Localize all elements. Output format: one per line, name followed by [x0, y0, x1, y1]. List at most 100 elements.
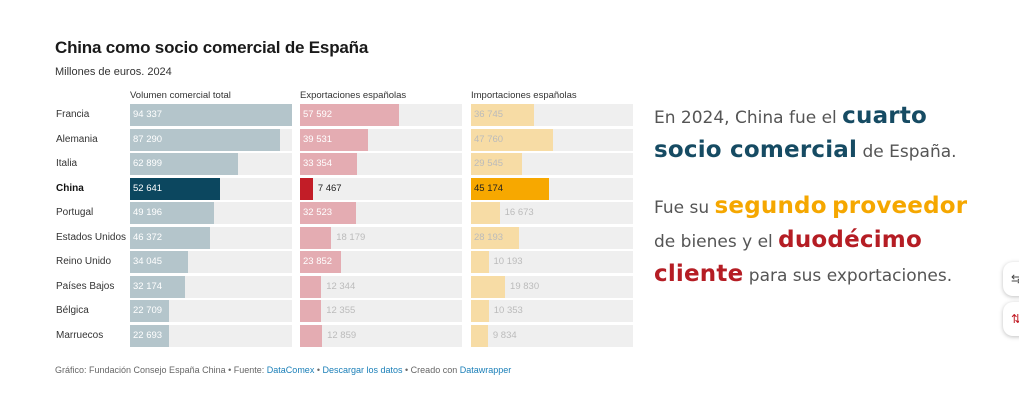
chart-title: China como socio comercial de España: [55, 38, 369, 57]
bar-track: 57 592: [300, 104, 462, 126]
bar-belgica-series-1[interactable]: [130, 300, 169, 322]
value-label: 10 193: [493, 256, 523, 267]
bar-portugal-series-3[interactable]: [471, 202, 500, 224]
datawrapper-link[interactable]: Datawrapper: [459, 365, 512, 375]
bar-track: 29 545: [471, 153, 633, 175]
highlight-proveedor: proveedor: [832, 193, 968, 219]
bar-alemania-series-1[interactable]: [130, 128, 280, 151]
country-label-francia: Francia: [56, 109, 90, 120]
value-label: 52 641: [133, 182, 163, 194]
value-label: 10 353: [493, 305, 523, 316]
highlight-duodecimo-cliente: duodécimo cliente: [654, 227, 922, 287]
bar-track: 87 290: [130, 128, 292, 151]
chart-footer: Gráfico: Fundación Consejo España China …: [55, 365, 511, 375]
bar-track: 94 337: [130, 104, 292, 126]
bar-track: 12 355: [300, 300, 462, 322]
country-label-paises-bajos: Países Bajos: [56, 280, 115, 292]
value-label: 49 196: [133, 207, 163, 218]
bar-francia-series-3[interactable]: [471, 104, 535, 126]
bar-reino-unido-series-1[interactable]: [130, 251, 189, 273]
highlight-socio-comercial: socio comercial: [654, 137, 858, 163]
value-label: 39 531: [303, 133, 333, 145]
bar-marruecos-series-2[interactable]: [300, 324, 323, 347]
datacomex-link[interactable]: DataComex: [266, 365, 315, 375]
summary-paragraph-1: En 2024, China fue el cuarto socio comer…: [654, 100, 974, 168]
value-label: 18 179: [336, 231, 366, 243]
bar-track: 10 193: [471, 251, 633, 273]
value-label: 28 193: [474, 231, 504, 243]
value-label: 62 899: [133, 158, 163, 169]
chart-subtitle: Millones de euros. 2024: [55, 66, 172, 78]
bar-estados-unidos-series-1[interactable]: [130, 226, 210, 249]
sort-button[interactable]: ⇅: [1003, 302, 1019, 336]
bar-track: 47 760: [471, 128, 633, 151]
bar-track: 22 693: [130, 324, 292, 347]
value-label: 12 355: [326, 305, 356, 316]
bar-reino-unido-series-3[interactable]: [471, 251, 489, 273]
bar-track: 10 353: [471, 300, 633, 322]
bar-china-series-1[interactable]: [130, 177, 221, 200]
value-label: 47 760: [474, 133, 504, 145]
bar-portugal-series-1[interactable]: [130, 202, 215, 224]
country-label-belgica: Bélgica: [56, 305, 89, 316]
value-label: 9 834: [492, 329, 517, 341]
bar-francia-series-1[interactable]: [130, 104, 292, 126]
bar-track: 16 673: [471, 202, 633, 224]
bar-paises-bajos-series-1[interactable]: [130, 275, 186, 298]
value-label: 34 045: [133, 256, 163, 267]
sort-icon: ⇅: [1011, 312, 1019, 326]
download-data-link[interactable]: Descargar los datos: [322, 365, 403, 375]
value-label: 7 467: [317, 182, 342, 194]
bar-paises-bajos-series-2[interactable]: [300, 275, 322, 298]
value-label: 29 545: [474, 158, 504, 169]
summary-paragraph-2: Fue su segundo proveedor de bienes y el …: [654, 190, 974, 292]
summary-text: Fue su: [654, 198, 715, 218]
bar-alemania-series-3[interactable]: [471, 128, 554, 151]
country-label-portugal: Portugal: [56, 207, 94, 218]
bar-italia-series-3[interactable]: [471, 153, 522, 175]
bar-track: 45 174: [471, 177, 633, 200]
bar-china-series-2[interactable]: [300, 177, 313, 200]
bar-track: 22 709: [130, 300, 292, 322]
bar-track: 46 372: [130, 226, 292, 249]
bar-track: 52 641: [130, 177, 292, 200]
bar-track: 34 045: [130, 251, 292, 273]
bar-track: 62 899: [130, 153, 292, 175]
summary-text: de bienes y el: [654, 232, 779, 252]
bar-track: 33 354: [300, 153, 462, 175]
bar-portugal-series-2[interactable]: [300, 202, 356, 224]
bar-estados-unidos-series-3[interactable]: [471, 226, 520, 249]
bar-paises-bajos-series-3[interactable]: [471, 275, 506, 298]
value-label: 19 830: [510, 280, 540, 292]
footer-separator: •: [314, 365, 323, 375]
highlight-cuarto: cuarto: [842, 103, 928, 129]
bar-belgica-series-2[interactable]: [300, 300, 322, 322]
bar-track: 7 467: [300, 177, 462, 200]
value-label: 32 174: [133, 280, 163, 292]
footer-created: • Creado con: [402, 365, 460, 375]
summary-text: En 2024, China fue el: [654, 108, 843, 128]
bar-estados-unidos-series-2[interactable]: [300, 226, 332, 249]
bar-italia-series-2[interactable]: [300, 153, 358, 175]
country-label-reino-unido: Reino Unido: [56, 256, 112, 267]
bar-belgica-series-3[interactable]: [471, 300, 489, 322]
bar-francia-series-2[interactable]: [300, 104, 399, 126]
value-label: 45 174: [474, 182, 504, 194]
bar-track: 23 852: [300, 251, 462, 273]
column-header-exports: Exportaciones españolas: [300, 90, 407, 101]
country-label-italia: Italia: [56, 158, 78, 169]
bar-alemania-series-2[interactable]: [300, 128, 368, 151]
bar-italia-series-1[interactable]: [130, 153, 238, 175]
bar-track: 12 344: [300, 275, 462, 298]
share-button[interactable]: ⇆: [1003, 262, 1019, 296]
value-label: 57 592: [303, 109, 333, 120]
bar-track: 18 179: [300, 226, 462, 249]
bar-marruecos-series-1[interactable]: [130, 324, 169, 347]
column-header-total: Volumen comercial total: [130, 90, 231, 101]
value-label: 46 372: [133, 231, 163, 243]
bar-track: 19 830: [471, 275, 633, 298]
bar-reino-unido-series-2[interactable]: [300, 251, 341, 273]
bar-marruecos-series-3[interactable]: [471, 324, 488, 347]
country-label-alemania: Alemania: [56, 133, 98, 145]
bar-china-series-3[interactable]: [471, 177, 549, 200]
